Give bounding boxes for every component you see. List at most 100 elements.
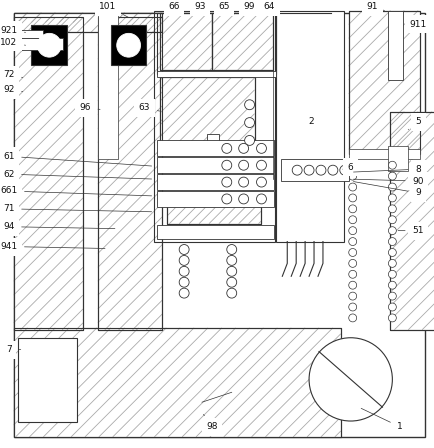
Bar xyxy=(13,328,340,437)
Circle shape xyxy=(348,161,356,169)
Bar xyxy=(157,174,274,190)
Bar xyxy=(388,146,407,171)
Circle shape xyxy=(388,259,395,267)
Circle shape xyxy=(348,249,356,256)
Bar xyxy=(388,11,402,80)
Circle shape xyxy=(388,194,395,202)
Circle shape xyxy=(238,143,248,153)
Circle shape xyxy=(303,165,313,175)
Text: 64: 64 xyxy=(263,2,274,11)
Circle shape xyxy=(388,270,395,278)
Text: 8: 8 xyxy=(353,165,420,174)
Circle shape xyxy=(244,135,254,146)
Circle shape xyxy=(348,314,356,322)
Bar xyxy=(111,26,146,65)
Bar xyxy=(348,11,419,154)
Circle shape xyxy=(388,161,395,169)
Circle shape xyxy=(388,172,395,180)
Bar xyxy=(167,206,261,224)
Bar xyxy=(13,13,162,32)
Bar xyxy=(13,38,63,50)
Bar xyxy=(160,77,254,154)
Bar xyxy=(13,17,83,330)
Circle shape xyxy=(221,160,231,170)
Circle shape xyxy=(256,160,266,170)
Bar xyxy=(157,140,274,156)
Bar xyxy=(157,191,274,207)
Text: 2: 2 xyxy=(306,117,313,126)
Bar xyxy=(13,13,162,32)
Text: 9: 9 xyxy=(353,181,420,198)
Circle shape xyxy=(315,165,325,175)
Text: 62: 62 xyxy=(3,170,151,179)
Circle shape xyxy=(348,227,356,235)
Bar xyxy=(211,13,273,70)
Bar xyxy=(157,225,274,239)
Bar xyxy=(17,338,77,422)
Bar xyxy=(160,77,254,154)
Circle shape xyxy=(221,177,231,187)
Circle shape xyxy=(388,237,395,246)
Circle shape xyxy=(348,281,356,289)
Bar xyxy=(281,159,348,181)
Circle shape xyxy=(348,205,356,213)
Circle shape xyxy=(244,100,254,110)
Text: 63: 63 xyxy=(138,103,159,112)
Text: 94: 94 xyxy=(3,222,115,231)
Bar xyxy=(389,112,434,330)
Bar xyxy=(13,30,43,38)
Circle shape xyxy=(256,143,266,153)
Bar xyxy=(167,206,261,224)
Text: 71: 71 xyxy=(3,204,151,213)
Circle shape xyxy=(388,205,395,213)
Bar xyxy=(160,13,211,70)
Bar xyxy=(98,16,118,159)
Text: 91: 91 xyxy=(366,2,384,11)
Circle shape xyxy=(238,177,248,187)
Circle shape xyxy=(226,267,236,276)
Circle shape xyxy=(388,227,395,235)
Text: 92: 92 xyxy=(3,86,23,95)
Text: 51: 51 xyxy=(397,226,423,235)
Circle shape xyxy=(256,177,266,187)
Text: 7: 7 xyxy=(6,345,21,354)
Text: 6: 6 xyxy=(342,163,353,172)
Bar xyxy=(13,328,340,437)
Circle shape xyxy=(348,183,356,191)
Text: 61: 61 xyxy=(3,152,151,166)
Circle shape xyxy=(348,216,356,224)
Bar xyxy=(157,13,276,74)
Text: 72: 72 xyxy=(3,70,23,79)
Text: 661: 661 xyxy=(0,186,151,196)
Circle shape xyxy=(226,255,236,265)
Circle shape xyxy=(238,194,248,204)
Circle shape xyxy=(179,245,189,254)
Bar xyxy=(157,71,276,77)
Circle shape xyxy=(37,33,61,57)
Circle shape xyxy=(348,303,356,311)
Circle shape xyxy=(348,237,356,246)
Circle shape xyxy=(388,249,395,256)
Text: 911: 911 xyxy=(407,20,426,29)
Text: 1: 1 xyxy=(360,408,402,431)
Circle shape xyxy=(221,143,231,153)
Circle shape xyxy=(388,292,395,300)
Circle shape xyxy=(327,165,337,175)
Circle shape xyxy=(179,277,189,287)
Circle shape xyxy=(256,194,266,204)
Circle shape xyxy=(388,281,395,289)
Bar xyxy=(98,17,162,330)
Text: 99: 99 xyxy=(243,2,255,11)
Bar xyxy=(154,11,275,241)
Text: 921: 921 xyxy=(0,26,26,35)
Circle shape xyxy=(348,194,356,202)
Text: 5: 5 xyxy=(407,117,420,129)
Circle shape xyxy=(388,314,395,322)
Bar xyxy=(389,112,434,330)
Bar xyxy=(276,11,343,241)
Bar xyxy=(211,13,273,70)
Circle shape xyxy=(348,259,356,267)
Circle shape xyxy=(244,118,254,128)
Bar xyxy=(348,11,419,154)
Bar xyxy=(348,149,419,159)
